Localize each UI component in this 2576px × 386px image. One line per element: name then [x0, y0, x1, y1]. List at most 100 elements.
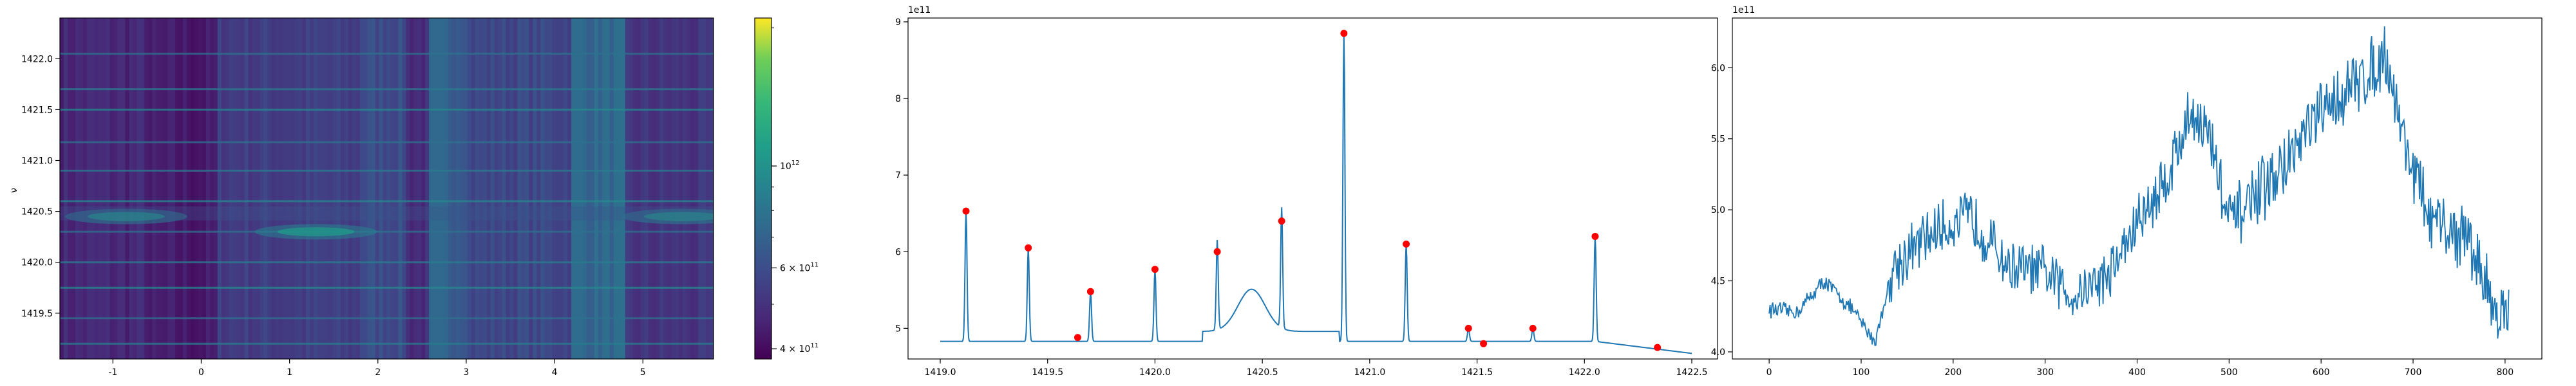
heatmap-column	[429, 18, 433, 359]
heatmap-column	[706, 18, 710, 359]
heatmap-column	[217, 18, 222, 359]
heatmap-column	[425, 18, 430, 359]
heatmap-column	[552, 18, 556, 359]
timeseries-y-tick-label: 5.0	[1711, 205, 1725, 216]
peaks-y-tick-label: 9	[895, 17, 901, 28]
colorbar-tick-label: 4 × 1011	[780, 342, 819, 354]
heatmap-column	[667, 18, 672, 359]
timeseries-x-tick-label: 500	[2221, 367, 2238, 378]
heatmap-column	[236, 18, 242, 359]
peaks-x-tick-label: 1420.0	[1139, 367, 1171, 378]
heatmap-y-tick-label: 1421.5	[21, 105, 53, 115]
heatmap-column	[202, 18, 207, 359]
heatmap-column	[244, 18, 249, 359]
heatmap-column	[490, 18, 495, 359]
heatmap-column	[601, 18, 607, 359]
heatmap-column	[314, 18, 318, 359]
heatmap-column	[306, 18, 310, 359]
heatmap-column	[271, 18, 276, 359]
heatmap-column	[613, 18, 618, 359]
heatmap-column	[459, 18, 464, 359]
heatmap-column	[321, 18, 326, 359]
heatmap-column	[225, 18, 230, 359]
heatmap-column	[679, 18, 683, 359]
heatmap-column	[440, 18, 445, 359]
heatmap-column	[517, 18, 522, 359]
peak-marker	[1151, 266, 1159, 273]
heatmap-column	[140, 18, 145, 359]
heatmap-column	[590, 18, 595, 359]
heatmap-y-tick-label: 1422.0	[21, 54, 53, 64]
heatmap-column	[156, 18, 160, 359]
heatmap-column	[506, 18, 511, 359]
heatmap-column	[63, 18, 68, 359]
heatmap-column	[90, 18, 95, 359]
heatmap-column	[179, 18, 184, 359]
heatmap-column	[121, 18, 126, 359]
heatmap-column	[625, 18, 630, 359]
heatmap-column	[598, 18, 603, 359]
heatmap-column	[117, 18, 122, 359]
peak-marker	[1654, 344, 1662, 351]
heatmap-column	[363, 18, 368, 359]
heatmap-y-tick-label: 1420.0	[21, 258, 53, 268]
heatmap-column	[636, 18, 641, 359]
heatmap-column	[509, 18, 515, 359]
heatmap-column	[371, 18, 376, 359]
heatmap-column	[417, 18, 422, 359]
heatmap-ylabel: ν	[9, 188, 19, 193]
heatmap-column	[160, 18, 164, 359]
heatmap-column	[352, 18, 357, 359]
heatmap-column	[525, 18, 530, 359]
peaks-series-line	[940, 33, 1692, 354]
heatmap-column	[690, 18, 695, 359]
timeseries-x-tick-label: 400	[2128, 367, 2146, 378]
heatmap-column	[75, 18, 80, 359]
colorbar-tick-label: 1012	[780, 160, 800, 172]
heatmap-column	[548, 18, 553, 359]
heatmap-column	[617, 18, 622, 359]
heatmap-column	[605, 18, 611, 359]
heatmap-band	[60, 141, 714, 143]
heatmap-column	[564, 18, 568, 359]
heatmap-column	[67, 18, 72, 359]
peak-marker	[1529, 324, 1537, 332]
timeseries-y-tick-label: 4.5	[1711, 277, 1725, 287]
heatmap-blob-core	[87, 212, 165, 221]
timeseries-plot	[1768, 26, 2510, 346]
heatmap-column	[240, 18, 245, 359]
timeseries-y-tick-label: 4.0	[1711, 347, 1725, 358]
heatmap-column	[194, 18, 199, 359]
heatmap-column	[379, 18, 384, 359]
heatmap-column	[444, 18, 449, 359]
heatmap-column	[229, 18, 234, 359]
peaks-x-tick-label: 1420.5	[1247, 367, 1278, 378]
heatmap-band	[60, 88, 714, 91]
heatmap-blob-core	[644, 212, 714, 221]
heatmap-streak	[60, 206, 714, 221]
heatmap-column	[609, 18, 614, 359]
heatmap-column	[367, 18, 372, 359]
heatmap-band	[60, 317, 714, 320]
heatmap-column	[594, 18, 599, 359]
timeseries-y-tick-label: 6.0	[1711, 63, 1725, 73]
heatmap-column	[536, 18, 541, 359]
heatmap-column	[290, 18, 295, 359]
colorbar-frame	[754, 17, 772, 360]
heatmap-column	[267, 18, 272, 359]
heatmap-column	[106, 18, 111, 359]
heatmap-column	[171, 18, 176, 359]
peaks-offset-text: 1e11	[908, 5, 931, 15]
heatmap-column	[252, 18, 257, 359]
heatmap-column	[533, 18, 537, 359]
heatmap-column	[209, 18, 214, 359]
heatmap-column	[263, 18, 269, 359]
heatmap-column	[452, 18, 457, 359]
peak-marker	[1340, 30, 1348, 37]
heatmap-column	[529, 18, 533, 359]
heatmap-column	[79, 18, 84, 359]
heatmap-column	[621, 18, 626, 359]
heatmap-column	[702, 18, 706, 359]
peaks-plot	[940, 30, 1692, 354]
peaks-y-tick-label: 7	[895, 170, 901, 181]
